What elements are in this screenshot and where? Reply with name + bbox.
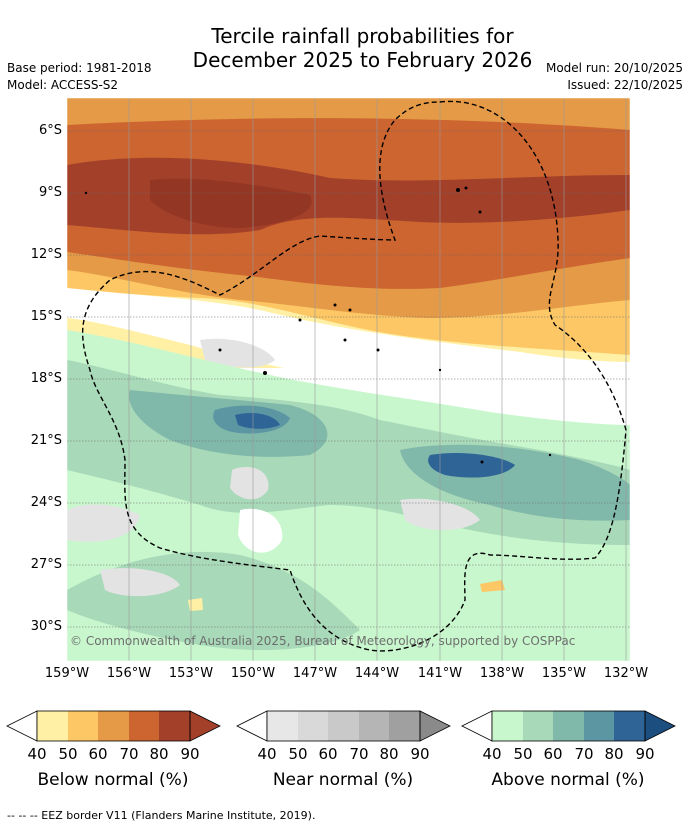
legend-tick: 90 [180,745,200,763]
legend-near-swatch [298,711,328,741]
legend-below-swatch [159,711,190,741]
lon-label: 132°W [603,666,649,681]
legend-above-swatch [614,711,645,741]
lat-label: 6°S [38,123,62,138]
legend-above-swatch [523,711,553,741]
legend-tick: 70 [349,745,369,763]
above-80-west [235,413,280,429]
lat-label: 21°S [30,433,62,448]
near-normal-blob [230,466,269,500]
map-field [67,98,630,661]
legend-below-swatch [129,711,159,741]
lon-label: 135°W [541,666,587,681]
legend-near-swatch [359,711,389,741]
lat-label: 18°S [30,371,62,386]
copyright-credit: © Commonwealth of Australia 2025, Bureau… [70,634,576,648]
legend-below-lower-arrow [6,710,38,742]
legend-above-swatch [584,711,614,741]
legend-above-caption: Above normal (%) [491,770,645,790]
meridians [128,98,627,661]
graticule [67,130,630,628]
legend-near-swatch [267,711,298,741]
legend-above-swatch [492,711,523,741]
lon-label: 150°W [230,666,276,681]
base-period: Base period: 1981-2018 [7,61,152,75]
model-name: Model: ACCESS-S2 [7,78,119,92]
lat-label: 9°S [38,185,62,200]
lat-label: 15°S [30,309,62,324]
below-50-speck [480,580,505,592]
above-80-core [428,453,515,478]
legend-above-swatch [553,711,584,741]
legend-tick: 60 [543,745,563,763]
near-normal-patch [200,338,275,368]
legend-below-swatch [37,711,68,741]
neutral-zone [67,288,630,420]
legend-tick: 80 [379,745,399,763]
meta-right: Model run: 20/10/2025 Issued: 22/10/2025 [546,60,683,94]
legend-below [6,710,221,742]
legend-above [461,710,676,742]
legend-tick: 40 [482,745,502,763]
legend-tick: 50 [513,745,533,763]
lon-label: 159°W [44,666,90,681]
lon-label: 153°W [168,666,214,681]
legend-below-swatch [68,711,98,741]
lon-label: 156°W [106,666,152,681]
legend-tick: 60 [318,745,338,763]
legend-near-upper-arrow [419,710,451,742]
legend-near-lower-arrow [236,710,268,742]
legend-tick: 50 [58,745,78,763]
lat-label: 12°S [30,247,62,262]
legend-near-swatch [328,711,359,741]
legend-below-swatch [98,711,129,741]
lon-label: 138°W [479,666,525,681]
legend-above-lower-arrow [461,710,493,742]
below-90-core [150,178,312,228]
issued-date: Issued: 22/10/2025 [567,78,683,92]
white-gap [238,508,283,553]
legend-tick: 60 [88,745,108,763]
legend-tick: 40 [27,745,47,763]
near-normal-blob [100,568,180,597]
legend-near-caption: Near normal (%) [272,770,414,790]
legend-tick: 50 [288,745,308,763]
map-title: Tercile rainfall probabilities for Decem… [0,24,690,72]
eez-footnote: -- -- -- EEZ border V11 (Flanders Marine… [7,809,316,822]
legend-above-upper-arrow [644,710,676,742]
legend-tick: 90 [635,745,655,763]
legend-below-caption: Below normal (%) [37,770,189,790]
lat-label: 30°S [30,619,62,634]
legend-tick: 90 [410,745,430,763]
lat-label: 27°S [30,557,62,572]
lon-label: 141°W [417,666,463,681]
legend-tick: 80 [149,745,169,763]
lon-label: 144°W [354,666,400,681]
title-line-1: Tercile rainfall probabilities for [211,24,514,48]
model-run: Model run: 20/10/2025 [545,61,683,75]
map-frame [66,97,631,662]
legend-tick: 80 [604,745,624,763]
below-40-speck [188,598,203,611]
legend-near-swatch [389,711,420,741]
meta-left: Base period: 1981-2018 Model: ACCESS-S2 [7,60,152,94]
legend-near [236,710,451,742]
near-normal-blob [67,504,140,542]
legend-tick: 40 [257,745,277,763]
lat-label: 24°S [30,495,62,510]
legend-tick: 70 [119,745,139,763]
islands [84,186,552,464]
lon-label: 147°W [292,666,338,681]
legend-below-upper-arrow [189,710,221,742]
legend-tick: 70 [574,745,594,763]
title-line-2: December 2025 to February 2026 [192,48,533,72]
